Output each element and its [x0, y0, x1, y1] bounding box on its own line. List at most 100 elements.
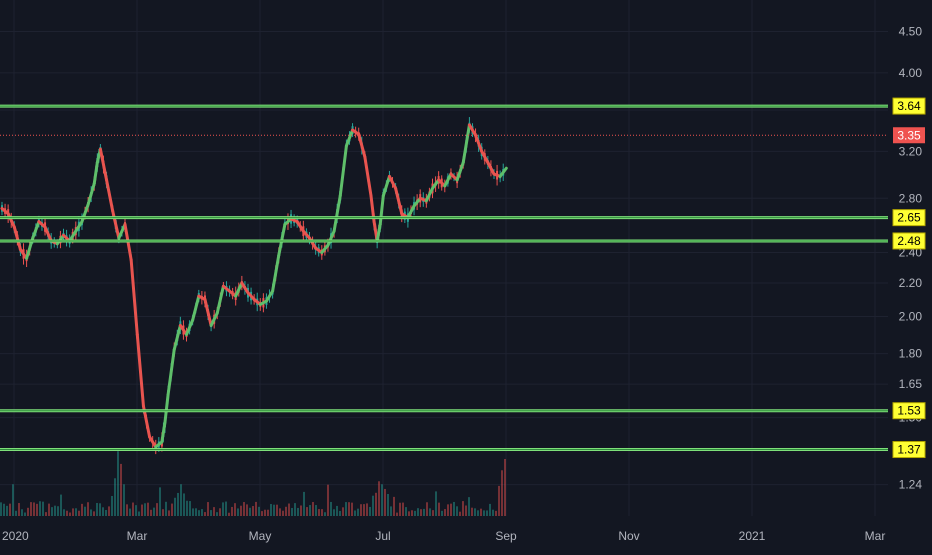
volume-bar — [288, 503, 290, 516]
last-price-badge: 3.35 — [893, 127, 925, 144]
volume-bar — [150, 509, 152, 516]
ma-segment — [172, 323, 182, 352]
volume-bar — [72, 508, 74, 516]
time-axis[interactable] — [0, 516, 932, 550]
ma-segment — [6, 212, 16, 229]
x-tick-label: Mar — [127, 529, 148, 543]
volume-bar — [315, 505, 317, 516]
volume-bar — [324, 512, 326, 516]
volume-bar — [108, 506, 110, 516]
volume-bar — [42, 501, 44, 516]
ma-segment — [31, 220, 41, 240]
volume-bar — [39, 501, 41, 516]
volume-bar — [369, 506, 371, 516]
volume-bar — [333, 509, 335, 516]
volume-bar — [24, 512, 26, 516]
volume-bar — [396, 512, 398, 516]
y-tick-label: 2.00 — [899, 310, 923, 324]
volume-bar — [339, 510, 341, 516]
volume-bar — [129, 508, 131, 516]
volume-bar — [63, 509, 65, 516]
level-badge-label: 2.48 — [897, 234, 921, 248]
volume-bar — [327, 484, 329, 516]
volume-bar — [408, 511, 410, 516]
volume-bar — [405, 507, 407, 516]
volume-bar — [348, 502, 350, 516]
volume-bar — [216, 512, 218, 516]
level-badge-label: 1.37 — [897, 443, 921, 457]
volume-bar — [384, 488, 386, 516]
ma-segment — [129, 258, 139, 337]
volume-bar — [15, 510, 17, 516]
ma-segment — [363, 155, 373, 198]
ma-segment — [378, 194, 385, 226]
y-tick-label: 4.50 — [899, 25, 923, 39]
ma-segment — [160, 420, 167, 444]
volume-bar — [366, 503, 368, 516]
ma-segment — [215, 284, 225, 315]
volume-bar — [342, 507, 344, 516]
ma-segment — [203, 297, 213, 327]
level-badge: 1.37 — [892, 441, 926, 459]
ma-segment — [461, 123, 471, 165]
volume-bar — [402, 502, 404, 516]
volume-bar — [345, 502, 347, 516]
volume-bar — [228, 512, 230, 516]
volume-bar — [66, 510, 68, 516]
ma-segment — [394, 186, 404, 216]
ma-segment — [381, 174, 391, 198]
ma-segment — [191, 294, 201, 322]
volume-bar — [12, 484, 14, 516]
volume-bar — [180, 484, 182, 516]
ma-segment — [320, 243, 330, 254]
volume-bar — [30, 502, 32, 516]
volume-bar — [270, 504, 272, 516]
y-tick-label: 1.80 — [899, 347, 923, 361]
volume-bar — [504, 459, 506, 516]
volume-bar — [114, 478, 116, 516]
last-price-badge-label: 3.35 — [897, 128, 921, 142]
volume-bar — [48, 503, 50, 516]
volume-bar — [138, 511, 140, 516]
volume-bar — [99, 503, 101, 516]
volume-bar — [480, 508, 482, 516]
volume-bar — [225, 501, 227, 516]
volume-bar — [237, 508, 239, 516]
volume-bar — [291, 507, 293, 516]
ma-segment — [455, 161, 465, 182]
volume-bar — [69, 512, 71, 516]
ma-segment — [135, 333, 145, 408]
volume-bar — [90, 509, 92, 516]
level-badge-bg — [892, 97, 926, 115]
volume-bar — [462, 501, 464, 516]
grid — [0, 0, 888, 516]
volume-bar — [156, 503, 158, 516]
price-axis[interactable] — [888, 0, 932, 516]
volume-bar — [321, 509, 323, 516]
volume-bar — [3, 503, 5, 516]
volume-bars — [0, 451, 506, 516]
volume-bar — [297, 507, 299, 516]
volume-bar — [423, 508, 425, 516]
x-tick-label: May — [249, 529, 272, 543]
volume-bar — [312, 502, 314, 516]
volume-bar — [375, 492, 377, 516]
volume-bar — [51, 507, 53, 516]
volume-bar — [381, 484, 383, 516]
volume-bar — [444, 509, 446, 516]
ma-segment — [98, 147, 109, 182]
volume-bar — [495, 510, 497, 516]
volume-bar — [498, 485, 500, 516]
ma-segment — [240, 281, 250, 295]
ma-segment — [264, 289, 275, 303]
level-badge: 1.53 — [892, 402, 926, 420]
ma-segment — [443, 172, 453, 188]
ma-segment — [424, 186, 434, 203]
support-resistance-levels[interactable] — [0, 104, 888, 452]
ma-segment — [166, 348, 176, 397]
volume-bar — [276, 504, 278, 516]
x-tick-label: Mar — [865, 529, 886, 543]
y-tick-label: 3.20 — [899, 144, 923, 158]
